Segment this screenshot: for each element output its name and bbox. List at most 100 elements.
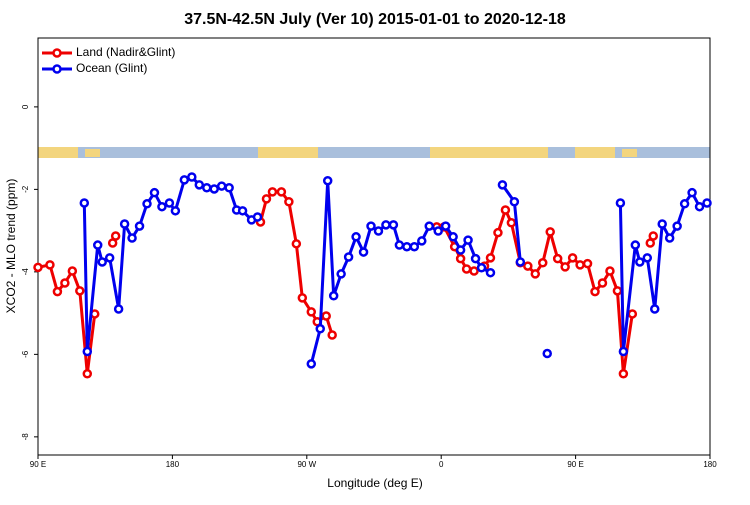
point [582, 258, 593, 269]
point [209, 184, 219, 194]
point [455, 245, 466, 255]
point [537, 258, 548, 268]
point [134, 221, 145, 231]
point [648, 231, 659, 241]
point [45, 260, 55, 270]
point [373, 226, 384, 236]
point [267, 187, 278, 197]
y-tick-label: -8 [21, 433, 30, 441]
point [679, 199, 690, 209]
point [127, 233, 137, 243]
point [642, 253, 653, 263]
point [560, 262, 570, 272]
point [497, 180, 508, 190]
point [366, 221, 376, 231]
point [542, 348, 552, 359]
point [448, 232, 458, 242]
point [97, 257, 107, 267]
y-tick-label: -2 [21, 185, 30, 193]
point [485, 253, 496, 263]
y-tick-label: -4 [21, 268, 30, 276]
point [440, 221, 451, 231]
point [552, 253, 563, 264]
point [252, 212, 263, 222]
point [284, 196, 294, 207]
point [261, 194, 272, 204]
point [463, 235, 473, 245]
point [322, 175, 333, 186]
point [60, 278, 70, 288]
point [82, 346, 93, 357]
point [157, 201, 167, 212]
point [590, 286, 600, 297]
plot-frame [37, 37, 711, 456]
point [485, 267, 496, 278]
point [469, 266, 479, 276]
point [82, 368, 93, 379]
point [52, 286, 63, 297]
point [291, 239, 302, 249]
point [327, 330, 337, 340]
point [476, 262, 487, 273]
point [306, 359, 317, 369]
x-tick-label: 180 [703, 460, 717, 469]
point [455, 253, 466, 264]
point [493, 227, 503, 238]
point [649, 304, 660, 314]
point [575, 260, 585, 270]
legend-marker [52, 64, 62, 74]
point [597, 278, 608, 288]
point [328, 291, 339, 301]
x-tick-label: 90 E [30, 460, 46, 469]
point [33, 262, 43, 273]
point [612, 286, 623, 296]
point [164, 198, 175, 208]
point [618, 346, 629, 357]
point [630, 240, 641, 250]
point [500, 205, 511, 215]
point [402, 241, 412, 252]
legend-marker [52, 48, 62, 58]
point [276, 187, 287, 197]
point [657, 219, 667, 229]
point [142, 199, 152, 209]
point [92, 240, 103, 250]
point [702, 198, 712, 208]
point [113, 304, 124, 314]
point [110, 231, 121, 241]
point [187, 172, 197, 182]
point [388, 220, 399, 230]
point [605, 266, 615, 276]
point [336, 269, 346, 279]
point [104, 253, 115, 263]
point [315, 324, 325, 334]
legend-label: Land (Nadir&Glint) [76, 45, 175, 59]
point [672, 221, 682, 231]
point [618, 368, 629, 379]
point [523, 261, 533, 271]
x-tick-label: 90 W [297, 460, 316, 469]
point [615, 198, 626, 208]
point [567, 253, 578, 263]
map-strip [38, 147, 710, 158]
point [194, 180, 205, 190]
x-tick-label: 180 [166, 460, 180, 469]
point [381, 220, 391, 230]
point [627, 309, 638, 319]
point [358, 247, 369, 257]
legend-label: Ocean (Glint) [76, 61, 147, 75]
point [424, 221, 435, 231]
point [530, 269, 541, 279]
x-tick-label: 0 [439, 460, 444, 469]
point [170, 206, 181, 216]
x-axis-label: Longitude (deg E) [327, 476, 422, 490]
point [433, 226, 443, 236]
point [201, 182, 212, 193]
y-tick-label: -6 [21, 350, 30, 358]
point [224, 182, 234, 193]
point [635, 257, 645, 267]
point [67, 266, 78, 276]
point [119, 219, 130, 229]
chart-title: 37.5N-42.5N July (Ver 10) 2015-01-01 to … [184, 11, 566, 28]
